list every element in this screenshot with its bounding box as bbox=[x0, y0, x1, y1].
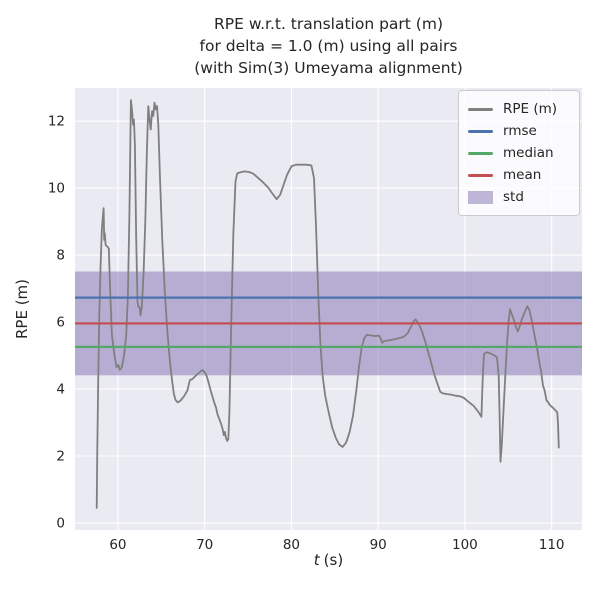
y-axis-label: RPE (m) bbox=[13, 278, 31, 340]
legend: RPE (m) rmse median mean std bbox=[458, 90, 580, 216]
legend-item-mean: mean bbox=[468, 164, 579, 186]
chart-title-line-1: RPE w.r.t. translation part (m) bbox=[213, 15, 443, 33]
x-axis-label-variable: t bbox=[313, 551, 320, 569]
x-tick-label-100: 100 bbox=[452, 537, 478, 553]
legend-swatch-line bbox=[468, 129, 493, 133]
legend-label: median bbox=[503, 145, 554, 161]
rpe-line bbox=[95, 99, 560, 509]
legend-item-rmse: rmse bbox=[468, 120, 579, 142]
chart-title-line-2: for delta = 1.0 (m) using all pairs bbox=[199, 37, 458, 55]
y-tick-label-12: 12 bbox=[48, 114, 65, 130]
legend-swatch-patch bbox=[468, 190, 493, 204]
x-tick-label-60: 60 bbox=[109, 537, 126, 553]
legend-swatch-line bbox=[468, 107, 493, 111]
y-tick-label-4: 4 bbox=[56, 382, 65, 398]
x-tick-label-110: 110 bbox=[539, 537, 565, 553]
y-tick-label-0: 0 bbox=[56, 515, 65, 531]
chart-title: RPE w.r.t. translation part (m) for delt… bbox=[75, 13, 582, 79]
legend-label: rmse bbox=[503, 123, 537, 139]
y-tick-label-8: 8 bbox=[56, 248, 65, 264]
legend-label: std bbox=[503, 189, 524, 205]
x-tick-label-80: 80 bbox=[283, 537, 300, 553]
legend-item-std: std bbox=[468, 186, 579, 208]
legend-swatch-line bbox=[468, 173, 493, 177]
y-tick-label-10: 10 bbox=[48, 181, 65, 197]
legend-item-median: median bbox=[468, 142, 579, 164]
legend-swatch-line bbox=[468, 151, 493, 155]
x-tick-label-90: 90 bbox=[370, 537, 387, 553]
y-tick-label-2: 2 bbox=[56, 448, 65, 464]
chart-title-line-3: (with Sim(3) Umeyama alignment) bbox=[194, 59, 463, 77]
x-axis-label: t (s) bbox=[75, 551, 582, 569]
y-tick-label-6: 6 bbox=[56, 315, 65, 331]
legend-item-rpe-m: RPE (m) bbox=[468, 98, 579, 120]
x-tick-label-70: 70 bbox=[196, 537, 213, 553]
x-axis-label-unit: (s) bbox=[323, 551, 344, 569]
legend-label: RPE (m) bbox=[503, 101, 558, 117]
legend-label: mean bbox=[503, 167, 542, 183]
